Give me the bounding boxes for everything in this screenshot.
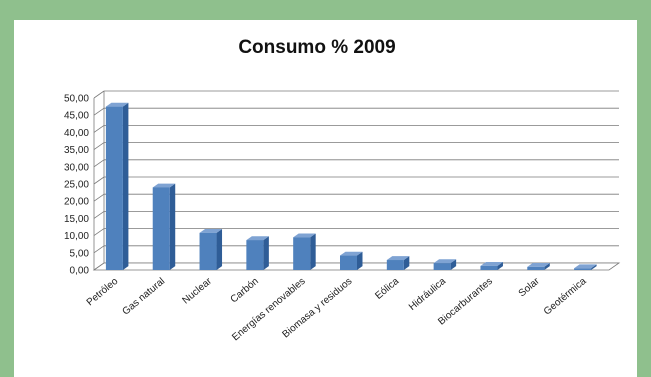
y-tick-label: 40,00 bbox=[64, 128, 89, 139]
y-tick-label: 15,00 bbox=[64, 214, 89, 225]
bar-side bbox=[169, 183, 176, 270]
chart-panel: Consumo % 2009 0,00 5,00 10,00 15,00 20,00 25… bbox=[14, 20, 637, 377]
bar-front bbox=[293, 237, 311, 270]
gridline-side bbox=[93, 142, 105, 150]
y-tick-label: 35,00 bbox=[64, 145, 89, 156]
bar-front bbox=[199, 232, 217, 270]
bars bbox=[105, 102, 597, 270]
gridline-side bbox=[93, 228, 105, 236]
y-tick-label: 50,00 bbox=[64, 94, 89, 105]
y-axis-ticks: 0,00 5,00 10,00 15,00 20,00 25,00 30,00 35,00 40… bbox=[64, 94, 89, 277]
bar-front bbox=[152, 187, 170, 270]
bar-side bbox=[497, 262, 503, 270]
bar bbox=[527, 263, 550, 270]
bar-side bbox=[263, 236, 269, 270]
x-category-label: Petróleo bbox=[85, 276, 121, 309]
y-tick-label: 0,00 bbox=[70, 266, 90, 277]
bar-front bbox=[527, 266, 545, 270]
bar-top bbox=[199, 228, 223, 233]
bar-front bbox=[433, 263, 451, 270]
gridline-side bbox=[93, 211, 105, 219]
bar-top bbox=[152, 183, 176, 188]
bar bbox=[433, 259, 457, 270]
bar-side bbox=[122, 102, 129, 270]
bar-side bbox=[450, 259, 457, 270]
x-category-label: Eólica bbox=[373, 276, 401, 302]
chart-title: Consumo % 2009 bbox=[238, 37, 395, 58]
bar-side bbox=[544, 263, 550, 270]
bar bbox=[480, 262, 503, 270]
x-axis-labels: Petróleo Gas natural Nuclear CarbónEnergías… bbox=[85, 275, 589, 343]
bar-front bbox=[386, 260, 404, 270]
bar-top bbox=[480, 262, 503, 266]
bar bbox=[293, 233, 316, 270]
y-tick-label: 5,00 bbox=[70, 248, 90, 259]
bar-side bbox=[357, 251, 363, 270]
x-category-label: Gas natural bbox=[120, 276, 167, 318]
gridline-side bbox=[93, 193, 105, 202]
bar-side bbox=[591, 264, 597, 270]
gridline-side bbox=[93, 125, 105, 133]
bar bbox=[199, 228, 223, 270]
bar bbox=[152, 183, 176, 270]
gridline-side bbox=[93, 90, 105, 99]
bar bbox=[574, 264, 597, 270]
y-tick-label: 25,00 bbox=[64, 180, 89, 191]
bar-front bbox=[105, 106, 123, 270]
bar-top bbox=[293, 233, 316, 238]
bar bbox=[386, 256, 410, 270]
x-category-label: Hidráulica bbox=[407, 276, 448, 313]
bar-side bbox=[216, 228, 223, 270]
bar-chart: Consumo % 2009 0,00 5,00 10,00 15,00 20,00 25… bbox=[64, 37, 621, 343]
y-tick-label: 30,00 bbox=[64, 162, 89, 173]
bar-top bbox=[246, 236, 269, 241]
x-category-label: Geotérmica bbox=[542, 276, 589, 318]
bar-side bbox=[403, 256, 410, 270]
y-tick-label: 45,00 bbox=[64, 111, 89, 122]
gridline-side bbox=[93, 107, 105, 116]
bar bbox=[246, 236, 269, 270]
x-category-label: Nuclear bbox=[180, 275, 214, 306]
bar-top bbox=[527, 263, 550, 267]
bar-top bbox=[105, 102, 129, 107]
bar-side bbox=[310, 233, 316, 270]
bar-front bbox=[480, 265, 498, 270]
bar-front bbox=[246, 240, 264, 270]
x-category-label: Solar bbox=[517, 275, 542, 299]
y-tick-label: 20,00 bbox=[64, 197, 89, 208]
bar bbox=[105, 102, 129, 270]
bar-top bbox=[340, 251, 363, 256]
bar-front bbox=[574, 268, 592, 270]
bar-top bbox=[574, 264, 597, 269]
gridline-side bbox=[93, 159, 105, 168]
bar bbox=[340, 251, 363, 270]
y-tick-label: 10,00 bbox=[64, 231, 89, 242]
bar-top bbox=[433, 259, 457, 264]
bar-top bbox=[386, 256, 410, 261]
bar-front bbox=[340, 255, 357, 270]
gridline-side bbox=[93, 245, 105, 254]
gridline-side bbox=[93, 176, 105, 185]
x-category-label: Carbón bbox=[229, 276, 261, 306]
